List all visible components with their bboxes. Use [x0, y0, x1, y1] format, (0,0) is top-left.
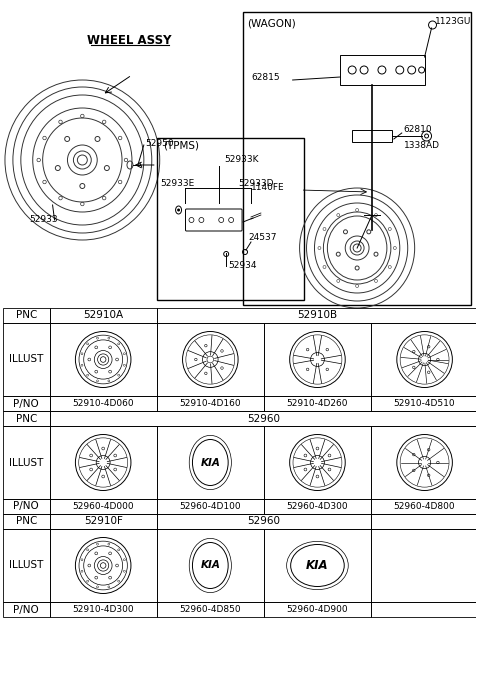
Text: ILLUST: ILLUST — [9, 355, 44, 365]
Bar — [264, 323, 371, 396]
Bar — [3, 514, 49, 529]
Text: PNC: PNC — [16, 310, 37, 320]
Bar — [340, 55, 425, 85]
Text: 52910B: 52910B — [298, 310, 337, 320]
Bar — [157, 426, 264, 499]
Text: 62815: 62815 — [251, 73, 280, 81]
Bar — [371, 514, 478, 529]
Text: (TPMS): (TPMS) — [163, 141, 199, 151]
Bar — [264, 529, 371, 602]
Text: 52910-4D260: 52910-4D260 — [287, 399, 348, 408]
Bar — [264, 426, 371, 499]
Text: P/NO: P/NO — [13, 398, 39, 409]
Text: 52960: 52960 — [247, 516, 280, 526]
Text: WHEEL ASSY: WHEEL ASSY — [87, 34, 171, 46]
Bar — [157, 396, 264, 411]
Text: 52960-4D850: 52960-4D850 — [180, 605, 241, 614]
Text: P/NO: P/NO — [13, 604, 39, 614]
Text: 52910F: 52910F — [84, 516, 122, 526]
Bar — [371, 426, 478, 499]
Text: 52960: 52960 — [247, 413, 280, 423]
Bar — [243, 12, 471, 305]
Bar — [49, 529, 157, 602]
Bar — [3, 529, 49, 602]
Text: KIA: KIA — [306, 559, 329, 572]
Text: PNC: PNC — [16, 516, 37, 526]
Text: 52910-4D510: 52910-4D510 — [394, 399, 456, 408]
Bar — [371, 396, 478, 411]
Bar — [49, 602, 157, 617]
Bar — [3, 323, 49, 396]
Bar — [3, 426, 49, 499]
Bar — [264, 396, 371, 411]
Bar — [49, 323, 157, 396]
Text: (WAGON): (WAGON) — [247, 18, 296, 28]
Bar — [157, 308, 478, 323]
Bar — [157, 499, 264, 514]
Bar — [3, 411, 49, 426]
Text: 52910-4D060: 52910-4D060 — [72, 399, 134, 408]
Text: 52960-4D800: 52960-4D800 — [394, 502, 456, 511]
Bar — [49, 308, 157, 323]
Bar — [352, 130, 392, 142]
Bar — [157, 514, 371, 529]
Text: 52933K: 52933K — [224, 155, 259, 164]
Text: 52933: 52933 — [30, 215, 59, 225]
Text: 52960-4D300: 52960-4D300 — [287, 502, 348, 511]
Text: 52910-4D300: 52910-4D300 — [72, 605, 134, 614]
Text: 1140FE: 1140FE — [251, 182, 285, 192]
Text: 1123GU: 1123GU — [434, 17, 471, 26]
Bar — [49, 411, 478, 426]
Text: 52910A: 52910A — [83, 310, 123, 320]
Text: 62810: 62810 — [404, 125, 432, 135]
Bar — [49, 499, 157, 514]
Bar — [371, 499, 478, 514]
Text: ILLUST: ILLUST — [9, 458, 44, 468]
Text: 52960-4D900: 52960-4D900 — [287, 605, 348, 614]
Bar — [3, 396, 49, 411]
Text: 52910-4D160: 52910-4D160 — [180, 399, 241, 408]
Bar — [3, 308, 49, 323]
Bar — [371, 529, 478, 602]
Bar — [157, 529, 264, 602]
Bar — [157, 323, 264, 396]
Bar — [157, 602, 264, 617]
Text: KIA: KIA — [200, 561, 220, 571]
Bar — [264, 602, 371, 617]
Text: PNC: PNC — [16, 413, 37, 423]
Bar — [49, 426, 157, 499]
Bar — [49, 514, 157, 529]
Bar — [371, 323, 478, 396]
Text: P/NO: P/NO — [13, 501, 39, 511]
Circle shape — [177, 209, 180, 211]
Bar — [371, 602, 478, 617]
Text: 52933E: 52933E — [161, 180, 195, 188]
Text: 52934: 52934 — [228, 262, 257, 271]
Text: 1338AD: 1338AD — [404, 141, 440, 149]
Text: 52933D: 52933D — [238, 180, 274, 188]
Text: ILLUST: ILLUST — [9, 561, 44, 571]
Bar — [3, 602, 49, 617]
Text: KIA: KIA — [200, 458, 220, 468]
Text: 52950: 52950 — [145, 139, 173, 147]
Text: 52960-4D000: 52960-4D000 — [72, 502, 134, 511]
Text: 24537: 24537 — [248, 234, 276, 242]
Text: 52960-4D100: 52960-4D100 — [180, 502, 241, 511]
Bar — [3, 499, 49, 514]
Bar — [264, 499, 371, 514]
Bar — [157, 138, 303, 300]
Bar — [49, 396, 157, 411]
